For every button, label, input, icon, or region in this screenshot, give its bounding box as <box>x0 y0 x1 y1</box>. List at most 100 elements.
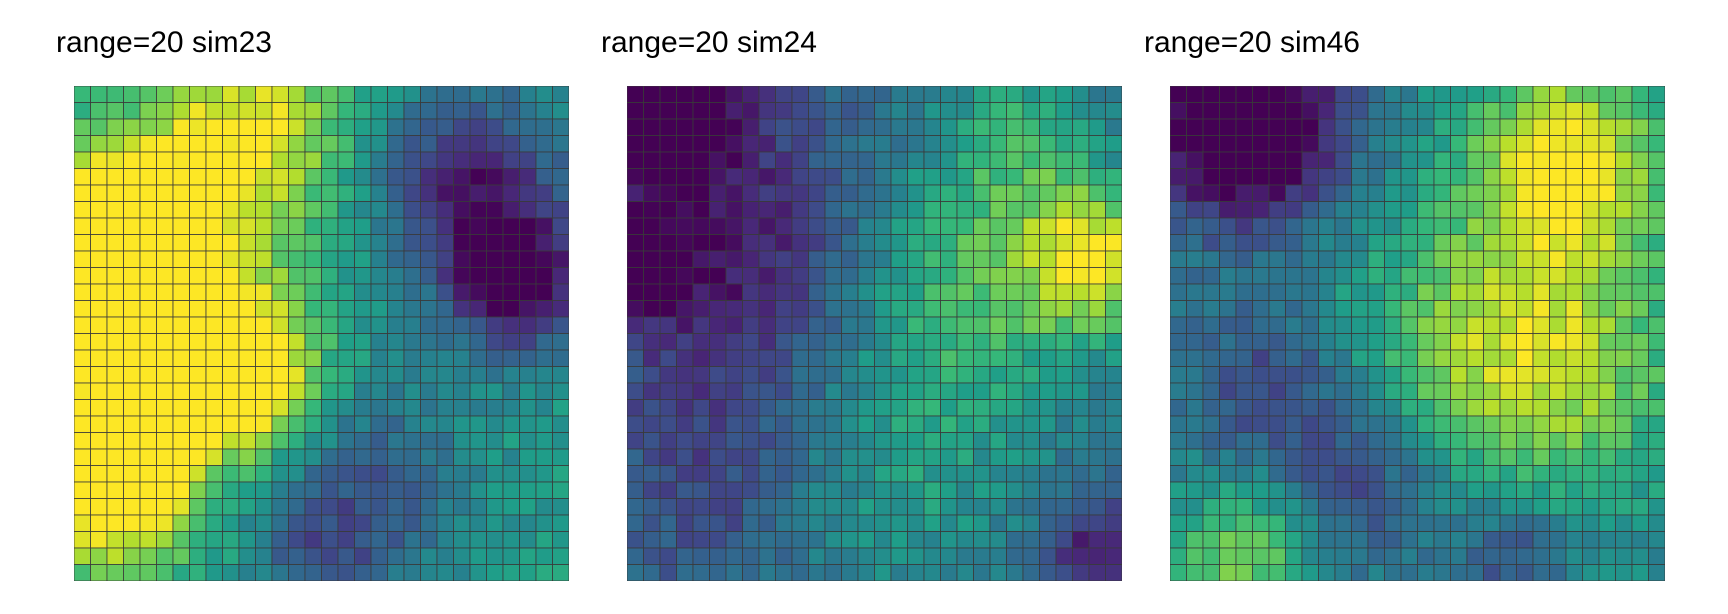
heatmap-cell <box>1202 498 1220 516</box>
heatmap-cell <box>692 366 710 384</box>
heatmap-cell <box>1252 267 1270 285</box>
heatmap-cell <box>337 300 355 318</box>
heatmap-cell <box>403 448 421 466</box>
heatmap-cell <box>709 102 727 120</box>
heatmap-cell <box>1532 448 1550 466</box>
heatmap-cell <box>354 564 372 581</box>
heatmap-cell <box>321 366 339 384</box>
heatmap-cell <box>758 316 776 334</box>
heatmap-cell <box>156 366 174 384</box>
heatmap-cell <box>841 564 859 581</box>
heatmap-cell <box>824 168 842 186</box>
heatmap-cell <box>973 300 991 318</box>
heatmap-cell <box>643 184 661 202</box>
heatmap-cell <box>791 316 809 334</box>
heatmap-cell <box>238 564 256 581</box>
heatmap-cell <box>1499 217 1517 235</box>
heatmap-cell <box>1351 547 1369 565</box>
heatmap-cell <box>1285 234 1303 252</box>
heatmap-cell <box>238 184 256 202</box>
heatmap-cell <box>321 399 339 417</box>
heatmap-cell <box>1499 498 1517 516</box>
heatmap-cell <box>890 168 908 186</box>
heatmap-cell <box>1006 201 1024 219</box>
heatmap-cell <box>123 118 141 136</box>
heatmap-cell <box>1516 382 1534 400</box>
heatmap-cell <box>255 564 273 581</box>
heatmap-cell <box>1582 547 1600 565</box>
heatmap-cell <box>502 201 520 219</box>
heatmap-cell <box>1433 382 1451 400</box>
heatmap-cell <box>139 498 157 516</box>
heatmap-cell <box>973 564 991 581</box>
heatmap-cell <box>222 564 240 581</box>
heatmap-cell <box>1170 118 1187 136</box>
heatmap-cell <box>1598 382 1616 400</box>
heatmap-cell <box>1549 168 1567 186</box>
heatmap-cell <box>1268 316 1286 334</box>
heatmap-cell <box>222 267 240 285</box>
heatmap-cell <box>222 498 240 516</box>
heatmap-cell <box>1466 564 1484 581</box>
heatmap-cell <box>156 547 174 565</box>
heatmap-cell <box>1186 531 1204 549</box>
heatmap-cell <box>304 399 322 417</box>
heatmap-cell <box>1565 465 1583 483</box>
heatmap-cell <box>90 234 108 252</box>
heatmap-cell <box>956 366 974 384</box>
heatmap-cell <box>1301 234 1319 252</box>
heatmap-cell <box>453 498 471 516</box>
heatmap-cell <box>90 333 108 351</box>
heatmap-cell <box>1549 333 1567 351</box>
heatmap-cell <box>271 415 289 433</box>
heatmap-cell <box>1615 184 1633 202</box>
heatmap-cell <box>1186 481 1204 499</box>
heatmap-cell <box>304 168 322 186</box>
heatmap-cell <box>1483 86 1501 103</box>
heatmap-cell <box>643 102 661 120</box>
heatmap-cell <box>1499 547 1517 565</box>
heatmap-cell <box>1186 382 1204 400</box>
heatmap-cell <box>354 432 372 450</box>
heatmap-cell <box>387 514 405 532</box>
heatmap-cell <box>156 415 174 433</box>
heatmap-cell <box>725 498 743 516</box>
heatmap-cell <box>453 118 471 136</box>
heatmap-cell <box>1318 448 1336 466</box>
heatmap-cell <box>1433 250 1451 268</box>
heatmap-cell <box>1549 531 1567 549</box>
heatmap-cell <box>123 564 141 581</box>
heatmap-cell <box>486 382 504 400</box>
heatmap-cell <box>1384 514 1402 532</box>
heatmap-cell <box>1598 564 1616 581</box>
heatmap-cell <box>643 465 661 483</box>
heatmap-cell <box>1516 415 1534 433</box>
heatmap-cell <box>940 184 958 202</box>
heatmap-cell <box>643 415 661 433</box>
heatmap-cell <box>370 531 388 549</box>
heatmap-cell <box>1466 217 1484 235</box>
heatmap-cell <box>808 366 826 384</box>
heatmap-cell <box>1483 135 1501 153</box>
heatmap-cell <box>271 448 289 466</box>
heatmap-cell <box>956 135 974 153</box>
heatmap-cell <box>1582 432 1600 450</box>
heatmap-cell <box>238 498 256 516</box>
heatmap-cell <box>1648 168 1665 186</box>
heatmap-cell <box>354 184 372 202</box>
heatmap-cell <box>1565 415 1583 433</box>
heatmap-cell <box>387 135 405 153</box>
heatmap-cell <box>627 432 644 450</box>
heatmap-cell <box>1268 86 1286 103</box>
panel-title: range=20 sim23 <box>56 26 272 59</box>
heatmap-cell <box>890 250 908 268</box>
heatmap-cell <box>940 234 958 252</box>
heatmap-cell <box>436 382 454 400</box>
heatmap-cell <box>643 234 661 252</box>
heatmap-cell <box>172 333 190 351</box>
heatmap-cell <box>436 168 454 186</box>
heatmap-cell <box>1549 102 1567 120</box>
heatmap-cell <box>90 168 108 186</box>
heatmap-cell <box>1186 399 1204 417</box>
heatmap-cell <box>1631 267 1649 285</box>
